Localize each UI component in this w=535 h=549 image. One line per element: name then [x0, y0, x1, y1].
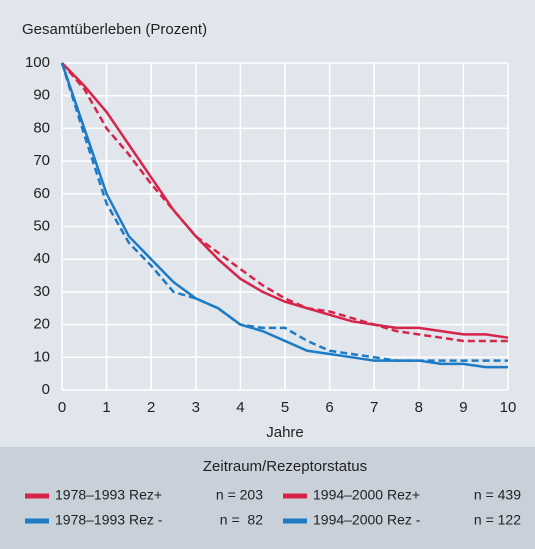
x-tick-label: 7	[370, 399, 378, 416]
legend-title: Zeitraum/Rezeptorstatus	[203, 458, 367, 475]
y-tick-label: 90	[33, 87, 50, 104]
y-tick-label: 70	[33, 152, 50, 169]
chart-title: Gesamtüberleben (Prozent)	[22, 21, 207, 38]
x-axis-label: Jahre	[266, 424, 304, 441]
x-tick-label: 8	[415, 399, 423, 416]
legend-label: 1994–2000 Rez -	[313, 512, 421, 528]
legend-n: n = 122	[474, 512, 521, 528]
x-tick-label: 3	[192, 399, 200, 416]
y-tick-label: 40	[33, 250, 50, 267]
y-tick-label: 100	[25, 54, 50, 71]
x-tick-label: 9	[459, 399, 467, 416]
series-line	[60, 62, 508, 369]
y-tick-label: 10	[33, 348, 50, 365]
legend-label: 1978–1993 Rez -	[55, 512, 163, 528]
y-tick-label: 20	[33, 316, 50, 333]
y-tick-label: 0	[42, 381, 50, 398]
x-tick-label: 4	[236, 399, 244, 416]
x-tick-label: 6	[325, 399, 333, 416]
y-tick-label: 50	[33, 217, 50, 234]
x-tick-label: 1	[102, 399, 110, 416]
series-line	[61, 62, 509, 339]
series-line	[60, 62, 508, 362]
x-tick-label: 2	[147, 399, 155, 416]
legend-n: n = 203	[216, 487, 263, 503]
y-tick-label: 30	[33, 283, 50, 300]
y-tick-label: 80	[33, 119, 50, 136]
legend-label: 1994–2000 Rez+	[313, 487, 420, 503]
x-tick-label: 0	[58, 399, 66, 416]
series-line	[61, 62, 508, 343]
legend-n: n = 82	[220, 512, 263, 528]
y-tick-label: 60	[33, 185, 50, 202]
x-tick-label: 10	[500, 399, 517, 416]
x-tick-label: 5	[281, 399, 289, 416]
legend-n: n = 439	[474, 487, 521, 503]
legend-box	[0, 447, 535, 549]
legend-label: 1978–1993 Rez+	[55, 487, 162, 503]
